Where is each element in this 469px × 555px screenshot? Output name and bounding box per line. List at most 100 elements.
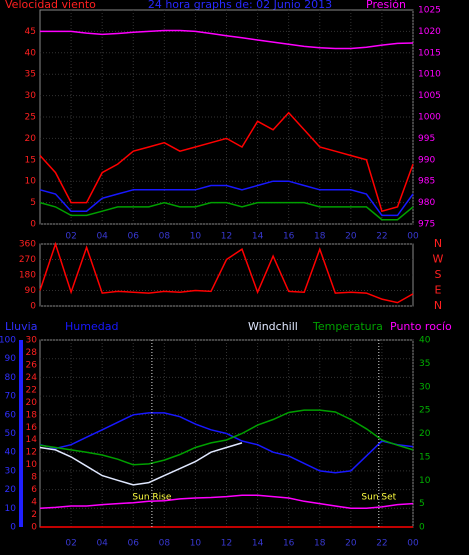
- y2-tick-label: 990: [418, 155, 435, 165]
- y-tick-label: 10: [5, 504, 17, 514]
- y3-tick-label: 15: [419, 452, 430, 462]
- y-tick-label: 30: [5, 466, 17, 476]
- y-tick-label: 0: [30, 220, 36, 230]
- series-line: [39, 241, 414, 304]
- legend-label: Temperatura: [312, 320, 383, 333]
- x-tick-label: 22: [376, 232, 387, 242]
- y-tick-label: 30: [25, 91, 37, 101]
- y2-tick-label: 6: [31, 485, 37, 495]
- series-line: [39, 201, 414, 221]
- y2-tick-label: 4: [31, 498, 37, 508]
- y2-tick-label: E: [435, 284, 442, 297]
- x-tick-label: 22: [376, 539, 387, 549]
- y-tick-label: 35: [25, 70, 36, 80]
- x-tick-label: 08: [159, 232, 171, 242]
- y3-tick-label: 35: [419, 359, 430, 369]
- x-tick-label: 06: [128, 539, 140, 549]
- y2-tick-label: W: [433, 253, 444, 266]
- y2-tick-label: N: [434, 299, 442, 312]
- y2-tick-label: 1010: [418, 70, 441, 80]
- y-tick-label: 180: [19, 271, 36, 281]
- y2-tick-label: 24: [26, 373, 38, 383]
- y-tick-label: 270: [19, 255, 36, 265]
- x-tick-label: 00: [407, 539, 419, 549]
- y3-tick-label: 30: [419, 382, 431, 392]
- y2-tick-label: 20: [26, 398, 38, 408]
- y3-tick-label: 20: [419, 429, 431, 439]
- y2-tick-label: S: [435, 268, 442, 281]
- y-tick-label: 70: [5, 392, 17, 402]
- y-tick-label: 90: [25, 286, 37, 296]
- series-line: [39, 494, 414, 510]
- y2-tick-label: 12: [26, 448, 37, 458]
- y2-tick-label: 18: [26, 410, 38, 420]
- y-tick-label: 0: [10, 523, 16, 533]
- y2-tick-label: 0: [31, 523, 37, 533]
- y-tick-label: 40: [25, 48, 37, 58]
- y2-tick-label: 975: [418, 220, 435, 230]
- x-tick-label: 18: [314, 232, 326, 242]
- y-tick-label: 50: [5, 429, 17, 439]
- x-tick-label: 04: [96, 539, 108, 549]
- y2-tick-label: 980: [418, 198, 435, 208]
- legend-label: Punto rocío: [390, 320, 452, 333]
- y-tick-label: 45: [25, 27, 36, 37]
- y-tick-label: 40: [5, 448, 17, 458]
- y-tick-label: 360: [19, 240, 36, 250]
- series-line: [40, 29, 414, 50]
- y2-tick-label: 995: [418, 134, 435, 144]
- series-line: [39, 111, 414, 213]
- series-line: [39, 442, 243, 486]
- y2-tick-label: 2: [31, 510, 37, 520]
- y2-tick-label: 1020: [418, 27, 441, 37]
- y-tick-label: 100: [0, 336, 16, 346]
- x-tick-label: 20: [345, 232, 357, 242]
- y2-tick-label: 985: [418, 177, 435, 187]
- legend-label: Lluvia: [5, 320, 37, 333]
- y2-tick-label: 30: [26, 336, 38, 346]
- y-tick-label: 80: [5, 373, 17, 383]
- x-tick-label: 02: [65, 232, 76, 242]
- series-line: [39, 180, 414, 217]
- y2-tick-label: 16: [26, 423, 38, 433]
- x-tick-label: 00: [407, 232, 419, 242]
- x-tick-label: 12: [221, 232, 232, 242]
- x-tick-label: 20: [345, 539, 357, 549]
- annotation: Sun Rise: [132, 493, 171, 503]
- rain-axis-bar: [19, 340, 23, 527]
- chart-title: 24 hora graphs de: 02 Junio 2013: [148, 0, 332, 11]
- x-tick-label: 08: [159, 539, 171, 549]
- legend-label: Humedad: [65, 320, 118, 333]
- y2-tick-label: 28: [26, 348, 38, 358]
- x-tick-label: 10: [190, 232, 202, 242]
- y2-tick-label: 1025: [418, 6, 441, 16]
- x-tick-label: 10: [190, 539, 202, 549]
- x-tick-label: 04: [96, 232, 108, 242]
- y-tick-label: 20: [25, 134, 37, 144]
- y2-tick-label: 10: [26, 460, 38, 470]
- x-tick-label: 02: [65, 539, 76, 549]
- y2-tick-label: 22: [26, 385, 37, 395]
- y2-tick-label: 1005: [418, 91, 441, 101]
- x-tick-label: 14: [252, 232, 264, 242]
- x-tick-label: 18: [314, 539, 326, 549]
- series-line: [39, 409, 414, 466]
- y-tick-label: 20: [5, 485, 17, 495]
- y-tick-label: 15: [25, 155, 36, 165]
- y-tick-label: 90: [5, 354, 17, 364]
- y2-tick-label: 1000: [418, 113, 441, 123]
- annotation: Sun Set: [361, 493, 396, 503]
- x-tick-label: 14: [252, 539, 264, 549]
- y3-tick-label: 25: [419, 406, 430, 416]
- y3-tick-label: 0: [419, 523, 425, 533]
- series-line: [39, 412, 414, 474]
- y3-tick-label: 10: [419, 476, 431, 486]
- y2-tick-label: 1015: [418, 48, 441, 58]
- x-tick-label: 16: [283, 539, 295, 549]
- y2-tick-label: 8: [31, 473, 37, 483]
- y-tick-label: 25: [25, 113, 36, 123]
- y3-tick-label: 5: [419, 499, 425, 509]
- x-tick-label: 16: [283, 232, 295, 242]
